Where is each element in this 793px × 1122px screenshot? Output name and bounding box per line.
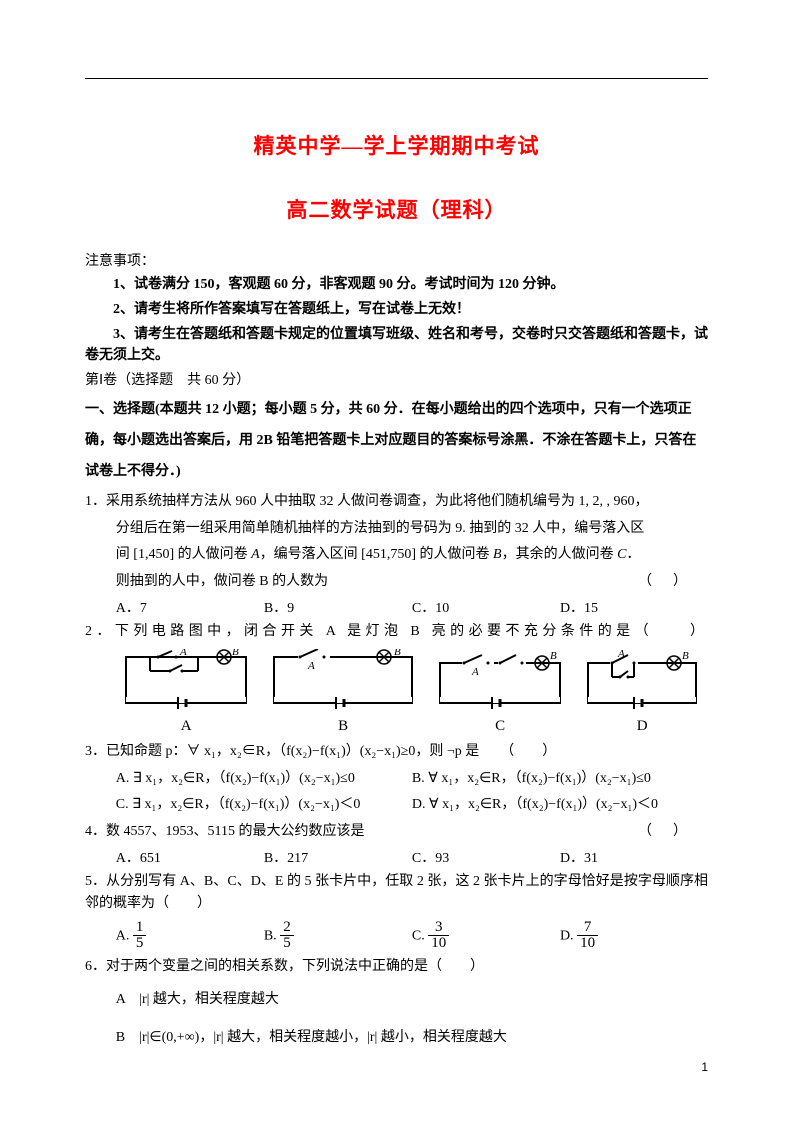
svg-text:A: A — [471, 666, 479, 678]
q1-opt-c: C．10 — [412, 597, 560, 617]
q5-d-den: 10 — [577, 936, 598, 952]
q6-b-pre: B — [116, 1030, 139, 1045]
q1-line4: 则抽到的人中，做问卷 B 的人数为 （） — [116, 571, 708, 593]
svg-text:B: B — [550, 650, 557, 662]
q4-options: A．651 B．217 C．93 D．31 — [116, 847, 708, 867]
circuit-d-label: D — [582, 718, 702, 735]
q6-b-mid1: ， — [199, 1030, 213, 1045]
q6-b-expr1: |r|∈(0,+∞) — [139, 1030, 199, 1045]
q4-opt-c: C．93 — [412, 847, 560, 867]
q1-line3-b: ，编号落入区间 [451,750] 的人做问卷 — [260, 547, 493, 562]
q1-options: A．7 B．9 C．10 D．15 — [116, 597, 708, 617]
q6-b-expr2: |r| — [213, 1030, 223, 1045]
svg-text:B: B — [682, 650, 689, 662]
q5-b-num: 2 — [280, 920, 294, 937]
q4-opt-d: D．31 — [560, 847, 708, 867]
q6-b-mid2: 越大，相关程度越小， — [224, 1030, 368, 1045]
circuit-a-label: A — [120, 718, 252, 735]
q3-opt-a: A. ∃ x₁，x₂∈R，（f(x₂)−f(x₁)）(x₂−x₁)≤0 — [116, 768, 412, 790]
q5-c-prefix: C. — [412, 928, 425, 943]
q1-line4-text: 则抽到的人中，做问卷 B 的人数为 — [116, 574, 328, 589]
q6-b-post: 越小，相关程度越大 — [377, 1030, 507, 1045]
section1-heading: 一、选择题(本题共 12 小题；每小题 5 分，共 60 分．在每小题给出的四个… — [85, 395, 708, 487]
q5-d-num: 7 — [577, 920, 598, 937]
q5-a-den: 5 — [133, 936, 147, 952]
q3-opt-d: D. ∀ x₁，x₂∈R，（f(x₂)−f(x₁)）(x₂−x₁)＜0 — [412, 794, 708, 816]
circuit-d-icon: A B — [582, 649, 702, 711]
q6-opt-a: A |r| 越大，相关程度越大 — [116, 989, 708, 1011]
q1-line3-d: ． — [626, 547, 640, 562]
q5-c-num: 3 — [428, 920, 449, 937]
q5-body: 5．从分别写有 A、B、C、D、E 的 5 张卡片中，任取 2 张，这 2 张卡… — [85, 871, 708, 916]
q6-a-pre: A — [116, 992, 139, 1007]
title-main: 精英中学—学上学期期中考试 — [85, 130, 708, 160]
circuit-b-icon: A B — [268, 649, 418, 711]
q6-body: 6．对于两个变量之间的相关系数，下列说法中正确的是（ ） — [85, 956, 708, 978]
part1-label: 第Ⅰ卷（选择题 共 60 分） — [85, 370, 708, 391]
q3-opts-row1: A. ∃ x₁，x₂∈R，（f(x₂)−f(x₁)）(x₂−x₁)≤0 B. ∀… — [116, 768, 708, 790]
circuit-b-label: B — [268, 718, 418, 735]
q1-line1: 1．采用系统抽样方法从 960 人中抽取 32 人做问卷调查，为此将他们随机编号… — [85, 491, 708, 513]
q4-text: 4．数 4557、1953、5115 的最大公约数应该是 — [85, 824, 364, 839]
q1-line3-c: ，其余的人做问卷 — [502, 547, 618, 562]
q3-opt-b: B. ∀ x₁，x₂∈R，（f(x₂)−f(x₁)）(x₂−x₁)≤0 — [412, 768, 708, 790]
svg-text:A: A — [307, 660, 315, 672]
notes-1: 1、试卷满分 150，客观题 60 分，非客观题 90 分。考试时间为 120 … — [85, 274, 708, 295]
circuit-b: A B B — [268, 649, 418, 735]
q3-opt-c: C. ∃ x₁，x₂∈R，（f(x₂)−f(x₁)）(x₂−x₁)＜0 — [116, 794, 412, 816]
q1-line2: 分组后在第一组采用简单随机抽样的方法抽到的号码为 9. 抽到的 32 人中，编号… — [116, 518, 708, 540]
q6-a-expr: |r| — [139, 992, 149, 1007]
q1-opt-b: B．9 — [264, 597, 412, 617]
q6-opt-b: B |r|∈(0,+∞)，|r| 越大，相关程度越小，|r| 越小，相关程度越大 — [116, 1027, 708, 1049]
q2-body: 2．下列电路图中，闭合开关 A 是灯泡 B 亮的必要不充分条件的是（ ） — [85, 621, 708, 643]
q5-options: A. 15 B. 25 C. 310 D. 710 — [116, 920, 708, 953]
q5-opt-d: D. 710 — [560, 920, 708, 953]
circuit-a: A B A — [120, 649, 252, 735]
notes-3: 3、请考生在答题纸和答题卡规定的位置填写班级、姓名和考号，交卷时只交答题纸和答题… — [85, 324, 708, 366]
q4-opt-a: A．651 — [116, 847, 264, 867]
q1-paren: （） — [638, 571, 708, 593]
top-rule — [85, 78, 708, 79]
q5-a-prefix: A. — [116, 928, 130, 943]
q5-d-prefix: D. — [560, 928, 574, 943]
q5-b-prefix: B. — [264, 928, 277, 943]
q1-opt-a: A．7 — [116, 597, 264, 617]
q1-line3: 间 [1,450] 的人做问卷 A，编号落入区间 [451,750] 的人做问卷… — [116, 544, 708, 566]
svg-text:A: A — [617, 649, 625, 660]
q5-opt-b: B. 25 — [264, 920, 412, 953]
q6-a-post: 越大，相关程度越大 — [149, 992, 279, 1007]
svg-text:B: B — [232, 649, 239, 658]
q4-body: 4．数 4557、1953、5115 的最大公约数应该是 （） — [85, 821, 708, 843]
q3-opts-row2: C. ∃ x₁，x₂∈R，（f(x₂)−f(x₁)）(x₂−x₁)＜0 D. ∀… — [116, 794, 708, 816]
circuit-c-label: C — [434, 718, 566, 735]
circuit-c-icon: A B — [434, 649, 566, 711]
svg-text:B: B — [394, 649, 401, 658]
notes-2: 2、请考生将所作答案填写在答题纸上，写在试卷上无效！ — [85, 299, 708, 320]
q5-c-den: 10 — [428, 936, 449, 952]
q4-paren: （） — [638, 821, 708, 843]
q1-opt-d: D．15 — [560, 597, 708, 617]
page: 精英中学—学上学期期中考试 高二数学试题（理科） 注意事项： 1、试卷满分 15… — [0, 0, 793, 1122]
q5-b-den: 5 — [280, 936, 294, 952]
q5-opt-a: A. 15 — [116, 920, 264, 953]
circuit-d: A B — [582, 649, 702, 735]
svg-text:A: A — [179, 649, 187, 658]
q6-b-expr3: |r| — [367, 1030, 377, 1045]
circuit-c: A B C — [434, 649, 566, 735]
page-number: 1 — [701, 1060, 708, 1074]
q1-line3-a: 间 [1,450] 的人做问卷 — [116, 547, 251, 562]
notes-label: 注意事项： — [85, 250, 708, 270]
q4-opt-b: B．217 — [264, 847, 412, 867]
q2-circuits: A B A — [120, 649, 708, 735]
q5-opt-c: C. 310 — [412, 920, 560, 953]
title-sub: 高二数学试题（理科） — [85, 194, 708, 224]
circuit-a-icon: A B — [120, 649, 252, 711]
q3-body: 3．已知命题 p：∀ x₁，x₂∈R，（f(x₂)−f(x₁)）(x₂−x₁)≥… — [85, 741, 708, 763]
q5-a-num: 1 — [133, 920, 147, 937]
